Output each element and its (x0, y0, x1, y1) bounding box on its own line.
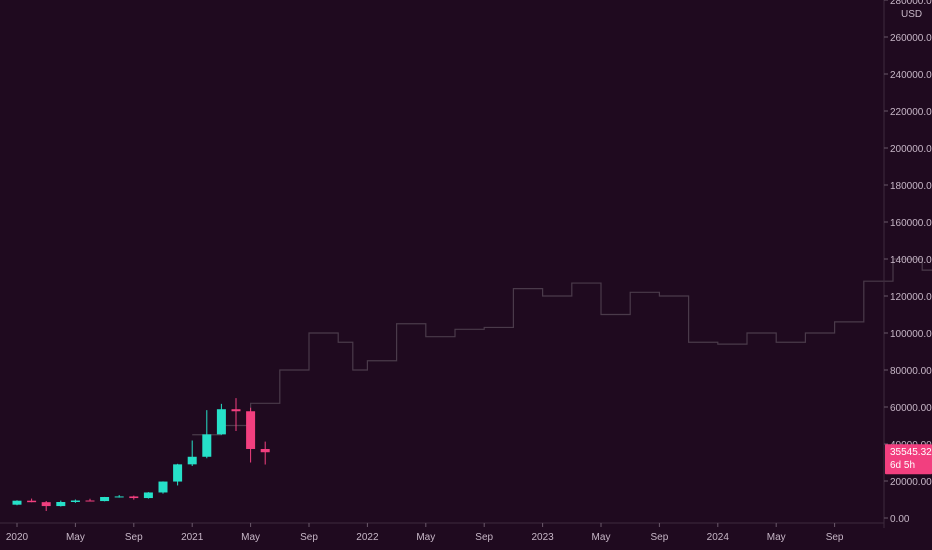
candle-body (246, 411, 256, 449)
last-price-countdown: 6d 5h (890, 460, 915, 471)
y-tick-label: 100000.00 (890, 329, 932, 340)
candle (173, 463, 183, 486)
candle-body (70, 500, 80, 502)
y-tick-label: 160000.00 (890, 218, 932, 229)
candle (56, 500, 66, 507)
candle (202, 410, 212, 459)
y-tick-label: 200000.00 (890, 144, 932, 155)
candle-body (129, 496, 139, 499)
x-tick-label: May (241, 532, 260, 543)
x-axis-ticks: 2020 May Sep 2021 May Sep 2022 May Sep 2023 May Sep… (6, 523, 844, 543)
candle (231, 398, 241, 432)
x-tick-label: 2023 (531, 532, 554, 543)
candle-body (114, 496, 124, 498)
y-tick-label: 220000.00 (890, 107, 932, 118)
x-tick-label: May (416, 532, 435, 543)
candle-body (260, 448, 270, 453)
candle-body (231, 409, 241, 412)
y-tick-label: 0.00 (890, 514, 910, 525)
candle-body (202, 434, 212, 457)
x-tick-label: Sep (475, 532, 493, 543)
candle-body (158, 481, 168, 493)
candle-body (41, 502, 51, 507)
y-tick-label: 140000.00 (890, 255, 932, 266)
x-tick-label: May (767, 532, 786, 543)
x-tick-label: 2024 (707, 532, 730, 543)
x-tick-label: Sep (651, 532, 669, 543)
y-tick-label: 180000.00 (890, 181, 932, 192)
candle (85, 498, 95, 502)
candle (41, 500, 51, 511)
candle (246, 407, 256, 463)
candle (100, 496, 110, 502)
y-tick-label: 260000.00 (890, 33, 932, 44)
candle (187, 440, 197, 467)
y-tick-label: 60000.00 (890, 403, 932, 414)
candle-body (85, 500, 95, 502)
candle (143, 492, 153, 499)
candle (114, 495, 124, 498)
candle (260, 441, 270, 465)
x-tick-label: Sep (826, 532, 844, 543)
y-tick-label: 120000.00 (890, 292, 932, 303)
x-tick-label: May (66, 532, 85, 543)
x-tick-label: 2020 (6, 532, 29, 543)
candle-body (173, 464, 183, 482)
candle-body (12, 500, 22, 505)
projection-line (192, 258, 932, 436)
candle-body (27, 500, 37, 503)
y-tick-label: 240000.00 (890, 70, 932, 81)
y-tick-label: 20000.00 (890, 477, 932, 488)
currency-label: USD (901, 9, 922, 20)
candle (129, 495, 139, 500)
x-tick-label: Sep (300, 532, 318, 543)
projection-series (192, 258, 932, 436)
last-price-badge: 35545.32 6d 5h (885, 444, 932, 475)
candle-body (187, 456, 197, 465)
candle-body (100, 497, 110, 502)
candle (12, 500, 22, 506)
x-tick-label: 2022 (356, 532, 379, 543)
candle (70, 499, 80, 503)
candle-body (56, 501, 66, 507)
candle-body (216, 409, 226, 435)
candle (158, 481, 168, 494)
candle-body (143, 492, 153, 499)
last-price-value: 35545.32 (890, 447, 932, 458)
candle (27, 498, 37, 503)
last-price-box (885, 444, 932, 475)
x-tick-label: Sep (125, 532, 143, 543)
y-tick-label: 80000.00 (890, 366, 932, 377)
candle-series (12, 398, 270, 511)
y-tick-label: 280000.00 (890, 0, 932, 7)
x-tick-label: May (592, 532, 611, 543)
candle (216, 403, 226, 435)
x-tick-label: 2021 (181, 532, 204, 543)
